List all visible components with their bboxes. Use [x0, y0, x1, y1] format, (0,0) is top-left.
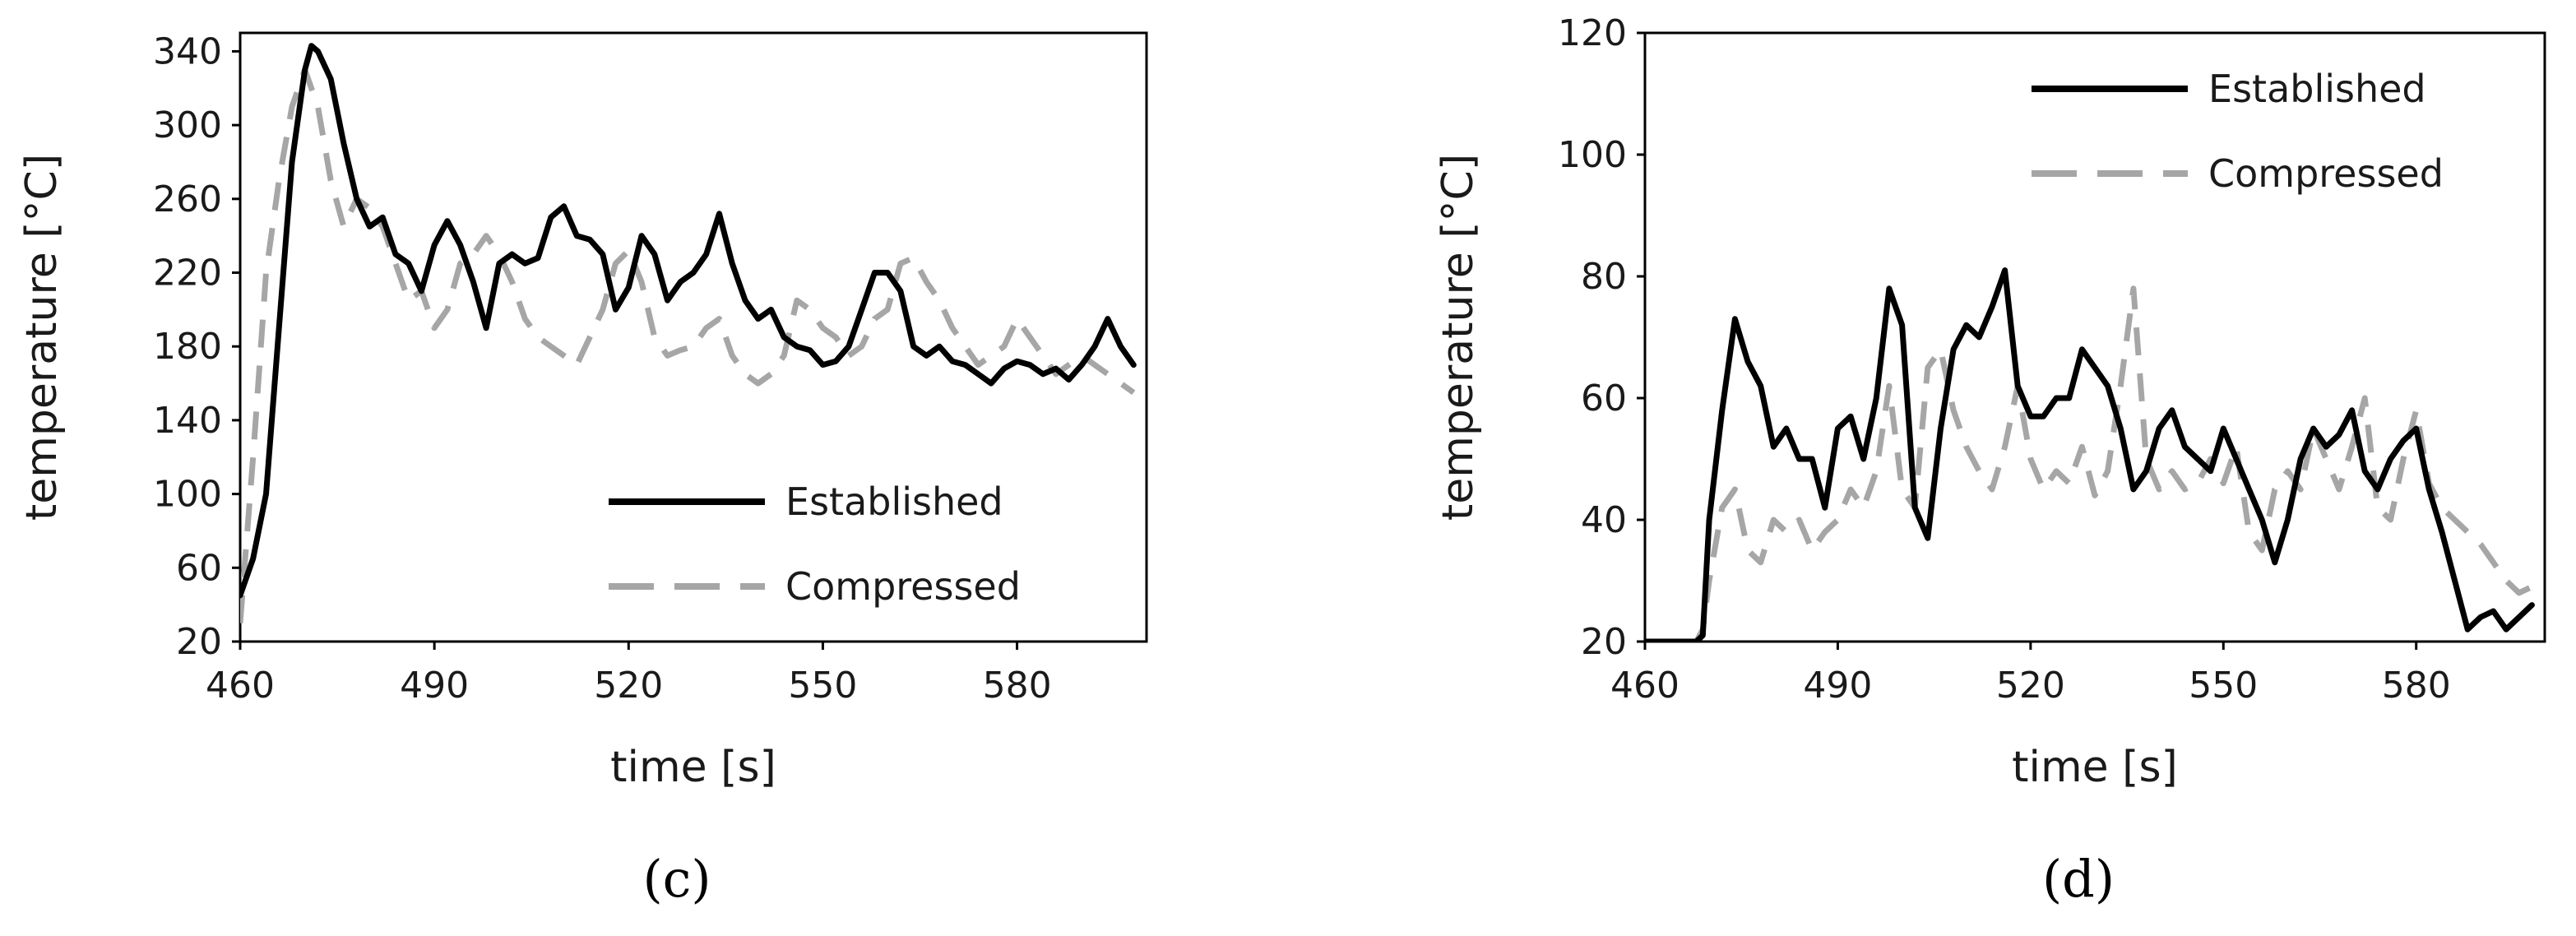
- x-tick-label: 490: [1803, 665, 1872, 707]
- x-tick-label: 520: [594, 665, 663, 707]
- panel-label: (d): [2042, 849, 2115, 909]
- y-tick-label: 80: [1581, 256, 1627, 298]
- legend-label-compressed: Compressed: [785, 564, 1021, 609]
- plot-frame: [1643, 31, 2546, 643]
- y-tick-label: 300: [153, 104, 222, 146]
- y-tick-label: 140: [153, 400, 222, 442]
- y-tick-label: 100: [1558, 134, 1627, 176]
- series-line-established: [240, 43, 1137, 599]
- series-line-established: [1645, 267, 2535, 642]
- x-tick-label: 520: [1996, 665, 2065, 707]
- x-axis-title: time [s]: [2012, 743, 2178, 792]
- y-tick-label: 60: [176, 547, 222, 589]
- panel-label: (c): [642, 849, 711, 909]
- x-tick-label: 460: [1610, 665, 1679, 707]
- x-axis-title: time [s]: [610, 743, 776, 792]
- y-tick-label: 120: [1558, 12, 1627, 54]
- series-line-compressed: [1645, 285, 2533, 642]
- x-tick-label: 550: [2189, 665, 2258, 707]
- legend-label-established: Established: [785, 480, 1003, 524]
- y-tick-label: 260: [153, 178, 222, 220]
- y-tick-label: 180: [153, 326, 222, 368]
- chart-panel-d: 20 40 60 80 100 120 460 490 520 550 580 time [s] tem…: [1434, 12, 2546, 909]
- x-tick-label: 550: [788, 665, 857, 707]
- y-tick-label: 20: [1581, 621, 1627, 663]
- y-tick-label: 340: [153, 30, 222, 72]
- legend-label-established: Established: [2208, 67, 2426, 111]
- y-axis-title: temperature [°C]: [1434, 154, 1483, 521]
- x-tick-label: 580: [983, 665, 1052, 707]
- x-tick-label: 580: [2382, 665, 2451, 707]
- series-line-compressed: [240, 67, 1136, 623]
- legend-label-compressed: Compressed: [2208, 151, 2444, 196]
- y-tick-label: 40: [1581, 499, 1627, 541]
- y-tick-label: 20: [176, 621, 222, 663]
- y-tick-label: 60: [1581, 378, 1627, 419]
- y-axis-title: temperature [°C]: [17, 154, 67, 521]
- y-tick-label: 100: [153, 474, 222, 516]
- x-tick-label: 490: [400, 665, 469, 707]
- plot-frame: [239, 31, 1148, 643]
- chart-panel-c: 20 60 100 140 180 220 260 300 340 460 490 520 550 580…: [17, 30, 1148, 909]
- y-tick-label: 220: [153, 253, 222, 294]
- x-tick-label: 460: [206, 665, 275, 707]
